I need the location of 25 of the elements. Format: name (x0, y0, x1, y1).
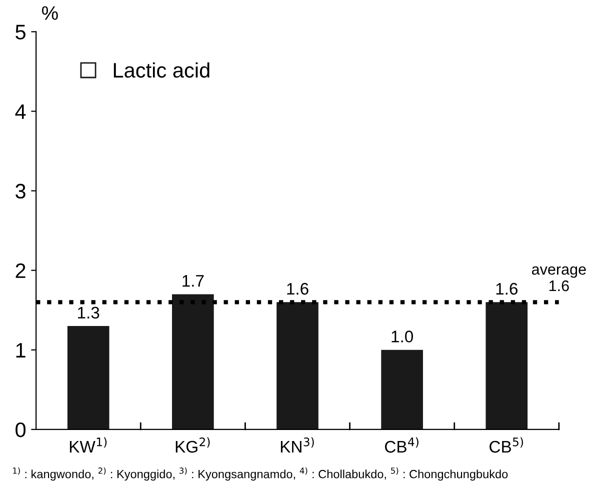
x-tick-label: KN$^{3)}$ (280, 437, 314, 453)
ref-line-label: average 1.6 (532, 266, 586, 292)
y-tick-label: 0 (16, 422, 26, 438)
x-tick-label: KG$^{2)}$ (176, 437, 210, 453)
y-tick-label: 5 (16, 24, 26, 40)
bar (486, 302, 528, 430)
x-tick-label: KW$^{1)}$ (70, 437, 107, 453)
data-label: 1.7 (182, 275, 204, 287)
data-label: 1.6 (496, 282, 518, 295)
data-label: 1.3 (78, 306, 100, 319)
bar (381, 350, 423, 430)
y-tick-label: 2 (16, 263, 26, 278)
y-tick-label: 3 (16, 184, 26, 199)
bar (276, 302, 318, 430)
x-tick-label: CB$^{5)}$ (490, 437, 524, 453)
bar (172, 294, 214, 430)
bar (67, 326, 110, 430)
text: $^{1)}$ : kangwondo, $^{2)}$ : Kyonggido, $^{3)}$ : Kyongsangnamdo, $^{4)}$ : Chollabukdo, $^{5)}$ : Chongchungbukdo (13, 467, 508, 481)
data-label: 1.0 (392, 330, 414, 342)
x-tick-label: CB$^{4)}$ (385, 437, 418, 453)
y-tick-label: 1 (16, 343, 26, 358)
legend-label: Lactic acid (114, 62, 210, 78)
y-axis-title: % (42, 6, 58, 20)
y-tick-label: 4 (15, 104, 26, 119)
data-label: 1.6 (287, 282, 308, 295)
